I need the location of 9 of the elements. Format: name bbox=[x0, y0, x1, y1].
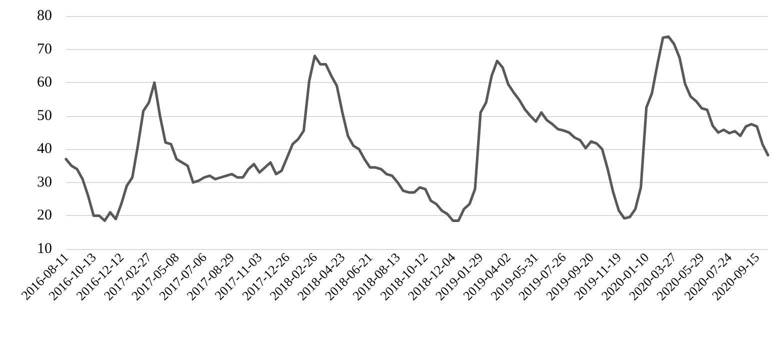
y-tick-label: 80 bbox=[37, 8, 52, 24]
y-tick-label: 50 bbox=[37, 108, 52, 124]
y-tick-label: 60 bbox=[37, 74, 52, 91]
y-tick-label: 20 bbox=[37, 208, 52, 224]
y-tick-label: 10 bbox=[37, 241, 52, 257]
line-series bbox=[64, 35, 770, 222]
y-tick-label: 30 bbox=[37, 174, 52, 190]
y-tick-label: 70 bbox=[37, 41, 52, 58]
y-tick-label: 40 bbox=[37, 141, 52, 158]
